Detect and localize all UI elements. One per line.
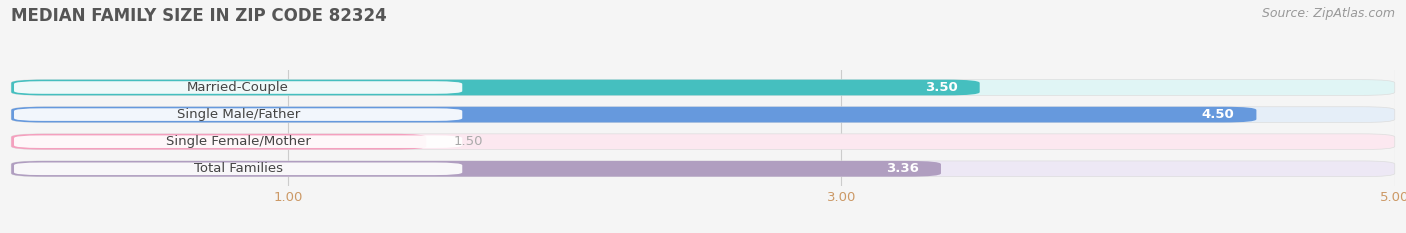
- Text: MEDIAN FAMILY SIZE IN ZIP CODE 82324: MEDIAN FAMILY SIZE IN ZIP CODE 82324: [11, 7, 387, 25]
- FancyBboxPatch shape: [11, 107, 1395, 123]
- FancyBboxPatch shape: [11, 80, 980, 95]
- Text: 1.50: 1.50: [454, 135, 484, 148]
- FancyBboxPatch shape: [11, 134, 426, 150]
- FancyBboxPatch shape: [11, 161, 941, 177]
- Text: 3.50: 3.50: [925, 81, 957, 94]
- Text: Single Female/Mother: Single Female/Mother: [166, 135, 311, 148]
- Text: Single Male/Father: Single Male/Father: [177, 108, 299, 121]
- FancyBboxPatch shape: [14, 108, 463, 121]
- FancyBboxPatch shape: [11, 161, 1395, 177]
- FancyBboxPatch shape: [14, 81, 463, 94]
- Text: Married-Couple: Married-Couple: [187, 81, 290, 94]
- Text: 3.36: 3.36: [886, 162, 920, 175]
- FancyBboxPatch shape: [11, 134, 1395, 150]
- FancyBboxPatch shape: [11, 107, 1257, 123]
- Text: 4.50: 4.50: [1202, 108, 1234, 121]
- FancyBboxPatch shape: [11, 80, 1395, 95]
- FancyBboxPatch shape: [14, 135, 463, 148]
- FancyBboxPatch shape: [14, 162, 463, 175]
- Text: Source: ZipAtlas.com: Source: ZipAtlas.com: [1261, 7, 1395, 20]
- Text: Total Families: Total Families: [194, 162, 283, 175]
